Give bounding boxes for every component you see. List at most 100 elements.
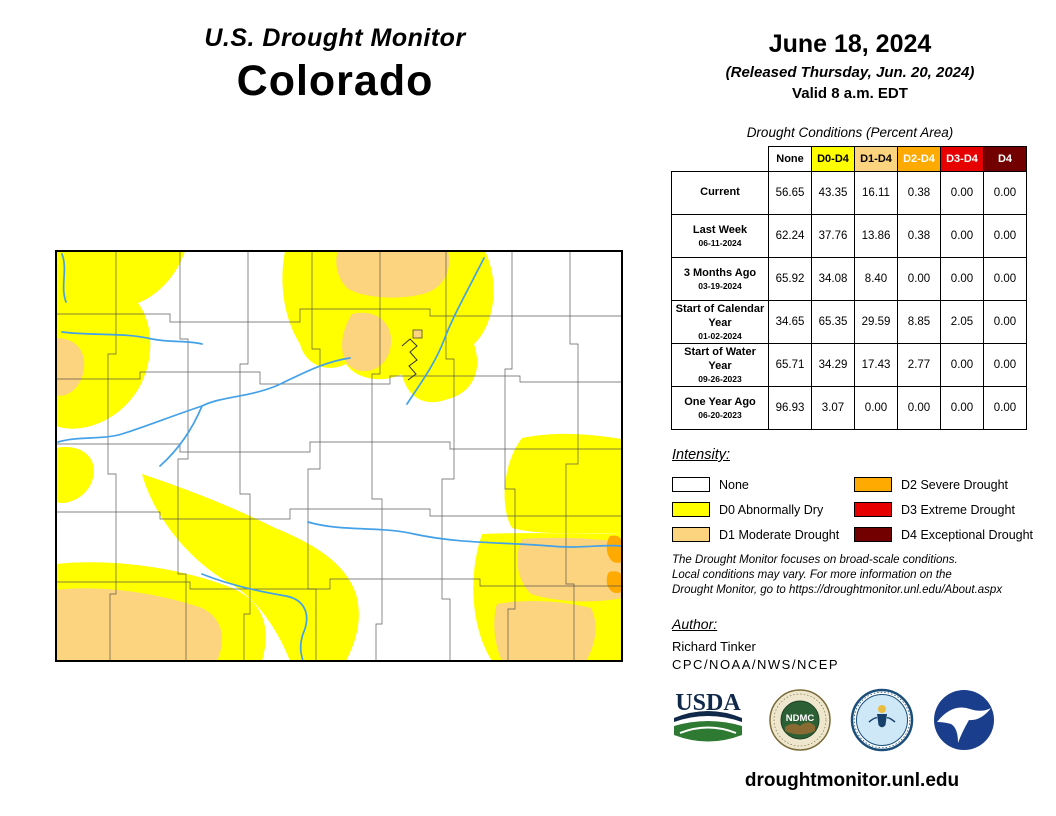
released-date: (Released Thursday, Jun. 20, 2024) [725, 64, 975, 81]
colorado-drought-map [55, 250, 623, 662]
site-url: droughtmonitor.unl.edu [744, 770, 960, 791]
table-cell: 34.08 [811, 257, 855, 301]
row-label: 3 Months Ago 03-19-2024 [671, 257, 769, 301]
table-cell: 2.05 [940, 300, 984, 344]
table-cell: 0.00 [983, 171, 1027, 215]
table-cell: 0.00 [983, 214, 1027, 258]
legend-label: None [719, 477, 749, 492]
legend-label: D1 Moderate Drought [719, 527, 840, 542]
legend-item-d4: D4 Exceptional Drought [854, 522, 1042, 547]
author-org: CPC/NOAA/NWS/NCEP [672, 657, 840, 672]
col-header-d4: D4 [983, 146, 1027, 172]
disclaimer-text: The Drought Monitor focuses on broad-sca… [672, 554, 1003, 597]
table-cell: 0.00 [854, 386, 898, 430]
table-row-last-week: Last Week 06-11-2024 62.24 37.76 13.86 0… [671, 214, 1027, 258]
table-cell: 56.65 [768, 171, 812, 215]
table-row-start-calendar-year: Start of Calendar Year 01-02-2024 34.65 … [671, 300, 1027, 344]
map-container [50, 246, 628, 671]
table-cell: 0.38 [897, 171, 941, 215]
table-cell: 65.35 [811, 300, 855, 344]
table-cell: 0.00 [897, 257, 941, 301]
table-cell: 0.38 [897, 214, 941, 258]
table-cell: 0.00 [940, 386, 984, 430]
ndmc-logo: NDMC [769, 689, 831, 751]
col-header-d3-d4: D3-D4 [940, 146, 984, 172]
row-label: Start of Calendar Year 01-02-2024 [671, 300, 769, 344]
d0-swatch [672, 502, 710, 517]
table-row-start-water-year: Start of Water Year 09-26-2023 65.71 34.… [671, 343, 1027, 387]
d0-layer [56, 251, 622, 661]
legend-label: D0 Abnormally Dry [719, 502, 824, 517]
table-cell: 0.00 [983, 257, 1027, 301]
table-cell: 17.43 [854, 343, 898, 387]
d2-layer [606, 535, 622, 593]
table-cell: 2.77 [897, 343, 941, 387]
agency-logos: USDA NDMC [666, 688, 996, 752]
denver-area-detail [401, 329, 423, 381]
table-cell: 65.92 [768, 257, 812, 301]
table-cell: 0.00 [983, 300, 1027, 344]
intensity-legend: Intensity: None D0 Abnormally Dry D1 Mod… [672, 447, 1042, 547]
table-cell: 0.00 [983, 343, 1027, 387]
legend-title: Intensity: [672, 447, 731, 463]
legend-item-d3: D3 Extreme Drought [854, 497, 1042, 522]
table-cell: 8.85 [897, 300, 941, 344]
table-cell: 96.93 [768, 386, 812, 430]
row-label: One Year Ago 06-20-2023 [671, 386, 769, 430]
table-corner [672, 147, 769, 172]
drought-conditions-table: None D0-D4 D1-D4 D2-D4 D3-D4 D4 Current … [671, 146, 1027, 430]
table-cell: 65.71 [768, 343, 812, 387]
row-label: Current [671, 171, 769, 215]
table-cell: 37.76 [811, 214, 855, 258]
none-swatch [672, 477, 710, 492]
d2-swatch [854, 477, 892, 492]
table-cell: 62.24 [768, 214, 812, 258]
col-header-none: None [768, 146, 812, 172]
table-cell: 0.00 [940, 257, 984, 301]
table-cell: 8.40 [854, 257, 898, 301]
d4-swatch [854, 527, 892, 542]
table-title: Drought Conditions (Percent Area) [746, 125, 954, 140]
table-row-3-months-ago: 3 Months Ago 03-19-2024 65.92 34.08 8.40… [671, 257, 1027, 301]
d1-layer [56, 251, 622, 661]
author-block: Author: Richard Tinker CPC/NOAA/NWS/NCEP [672, 616, 839, 672]
table-cell: 43.35 [811, 171, 855, 215]
legend-label: D3 Extreme Drought [901, 502, 1015, 517]
legend-item-d0: D0 Abnormally Dry [672, 497, 854, 522]
d3-swatch [854, 502, 892, 517]
report-title: U.S. Drought Monitor [204, 24, 466, 52]
usda-logo: USDA [674, 690, 742, 742]
author-name: Richard Tinker [672, 639, 756, 654]
rivers-layer [57, 253, 622, 661]
legend-label: D4 Exceptional Drought [901, 527, 1034, 542]
col-header-d2-d4: D2-D4 [897, 146, 941, 172]
legend-item-d2: D2 Severe Drought [854, 472, 1042, 497]
table-cell: 3.07 [811, 386, 855, 430]
table-cell: 0.00 [940, 343, 984, 387]
table-cell: 0.00 [983, 386, 1027, 430]
table-row-one-year-ago: One Year Ago 06-20-2023 96.93 3.07 0.00 … [671, 386, 1027, 430]
table-cell: 34.65 [768, 300, 812, 344]
legend-item-d1: D1 Moderate Drought [672, 522, 854, 547]
noaa-logo [934, 690, 994, 750]
title-block: U.S. Drought Monitor Colorado [115, 24, 555, 106]
row-label: Start of Water Year 09-26-2023 [671, 343, 769, 387]
legend-grid: None D0 Abnormally Dry D1 Moderate Droug… [672, 472, 1042, 547]
date-block: June 18, 2024 (Released Thursday, Jun. 2… [664, 30, 1036, 102]
table-cell: 34.29 [811, 343, 855, 387]
row-label: Last Week 06-11-2024 [671, 214, 769, 258]
d1-swatch [672, 527, 710, 542]
state-outline [55, 250, 623, 662]
table-cell: 16.11 [854, 171, 898, 215]
author-heading: Author: [672, 616, 718, 632]
legend-label: D2 Severe Drought [901, 477, 1009, 492]
table-cell: 0.00 [940, 214, 984, 258]
col-header-d0-d4: D0-D4 [811, 146, 855, 172]
state-name: Colorado [236, 57, 434, 105]
report-date: June 18, 2024 [768, 30, 932, 58]
valid-time: Valid 8 a.m. EDT [792, 85, 908, 102]
table-cell: 13.86 [854, 214, 898, 258]
table-cell: 0.00 [897, 386, 941, 430]
table-header-row: None D0-D4 D1-D4 D2-D4 D3-D4 D4 [672, 146, 1027, 172]
